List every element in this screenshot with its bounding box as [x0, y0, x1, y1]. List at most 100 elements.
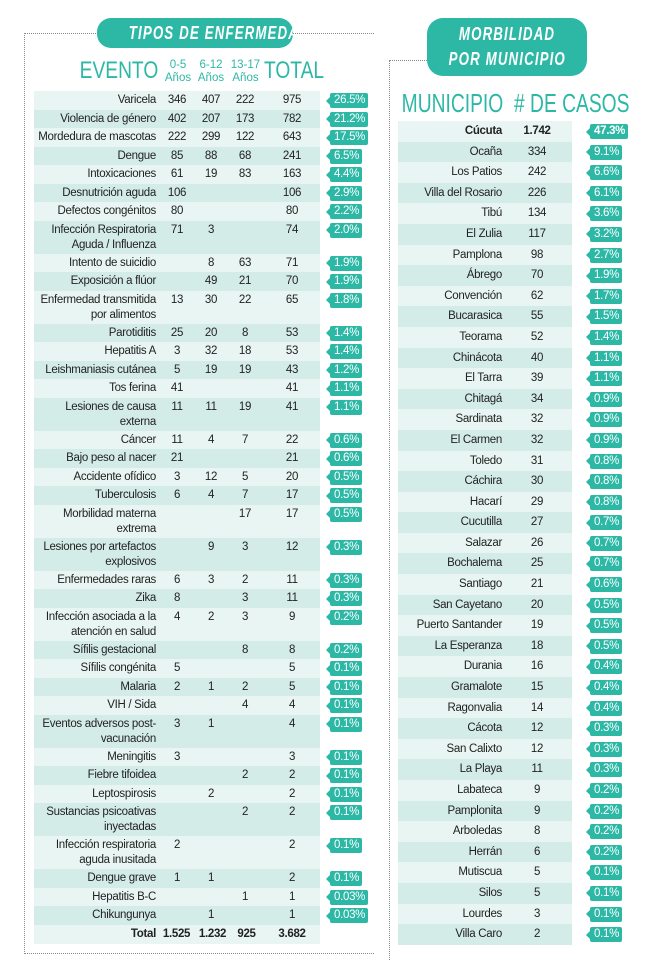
percent-badge: 2.9% [325, 185, 363, 201]
municipality-name: Salazar [465, 536, 502, 549]
total-value: 11 [286, 592, 298, 604]
age-6-12-value: 32 [204, 345, 218, 357]
event-label: Defectos congénitos [57, 204, 156, 219]
municipality-name: Convención [444, 289, 502, 302]
age-0-5-value: 25 [170, 326, 184, 339]
case-count: 52 [530, 330, 544, 343]
table-row: Mutiscua 5 0.1% [398, 862, 623, 883]
municipality-name: Villa del Rosario [424, 186, 502, 199]
event-label-line1: Dengue [117, 149, 157, 162]
percent-badge: 2.2% [325, 204, 363, 219]
age-6-12-value: 3 [207, 573, 215, 586]
percent-badge: 0.1% [585, 865, 623, 881]
percent-badge: 3.6% [585, 206, 623, 222]
table-row: Los Patios 242 6.6% [398, 162, 623, 183]
table-row: Bajo peso al nacer 21 21 0.6% [34, 449, 363, 468]
percent-badge: 0.5% [325, 488, 363, 503]
event-label-line1: Sustancias psicoativas [46, 806, 156, 818]
percent-badge: 0.7% [585, 556, 623, 572]
percent-badge: 6.1% [585, 185, 623, 201]
event-label-line1: Lesiones de causa [65, 400, 156, 413]
percent-badge: 1.2% [325, 362, 363, 378]
right-title-line1-text: MORBILIDAD [458, 24, 556, 44]
event-label-line1: Hepatitis A [104, 345, 156, 357]
municipality-name: Hacarí [469, 495, 502, 508]
total-label: Total [130, 927, 156, 940]
percent-badge: 0.3% [585, 721, 623, 737]
table-row: Parotiditis 25 20 8 53 1.4% [34, 323, 363, 342]
age-0-5-value: 3 [173, 717, 181, 730]
table-row: Enfermedades raras 6 3 2 11 0.3% [34, 570, 363, 589]
age-6-12-value: 3 [207, 223, 215, 236]
municipality-name: Lourdes [462, 907, 503, 920]
event-label: Fiebre tifoidea [88, 768, 157, 783]
case-count: 98 [530, 248, 544, 261]
age-0-5-value: 8 [173, 592, 181, 604]
event-label-line1: Tos ferina [109, 382, 156, 394]
percent-badge: 0.5% [325, 506, 363, 522]
table-row: Exposición a flúor 49 21 70 1.9% [34, 272, 363, 291]
event-label-line1: Enfermedad transmitida [40, 293, 157, 306]
table-row: Meningitis 3 3 0.1% [34, 747, 363, 766]
age-13-17-value: 19 [238, 363, 252, 376]
total-value: 43 [285, 363, 299, 376]
total-value: 70 [285, 275, 299, 287]
table-row: Pamplona 98 2.7% [398, 244, 623, 266]
total-value: 41 [285, 382, 299, 394]
municipality-name: Ragonvalia [447, 701, 502, 714]
total-value: 71 [285, 256, 299, 269]
table-row: Enfermedad transmitida por alimentos 13 30 2… [34, 290, 363, 324]
event-label: Infección respiratoria aguda inusitada [56, 838, 156, 868]
event-label-line1: Malaria [120, 680, 156, 693]
table-row: Tos ferina 41 41 1.1% [34, 379, 363, 398]
table-row: Zika 8 3 11 0.3% [34, 589, 363, 608]
event-label-line1: Parotiditis [108, 326, 157, 339]
age-0-5-value: 21 [170, 452, 184, 464]
percent-badge: 0.7% [585, 515, 623, 531]
case-count: 26 [530, 536, 544, 549]
percent-badge: 9.1% [585, 144, 623, 160]
header-0-5-b: Años [164, 72, 192, 84]
municipality-name: Cucutilla [460, 516, 503, 529]
event-label-line2: inyectadas [104, 821, 156, 833]
total-value: 643 [282, 131, 302, 143]
left-title: TIPOS DE ENFERMEDAD [97, 18, 293, 48]
header-casos: # DE CASOS [514, 88, 630, 118]
total-value: 2 [288, 769, 296, 781]
event-label: Parotiditis [108, 326, 157, 341]
table-row: La Esperanza 18 0.5% [398, 635, 623, 657]
event-label: Malaria [120, 680, 156, 695]
total-value: 5 [288, 662, 296, 674]
percent-badge: 0.2% [585, 783, 623, 798]
municipality-name: San Calixto [446, 742, 502, 755]
percent-badge: 0.8% [585, 453, 623, 469]
table-row: Silos 5 0.1% [398, 882, 623, 904]
right-title-line2: POR MUNICIPIO [427, 47, 587, 72]
percent-badge: 0.7% [585, 535, 623, 551]
municipality-name: Silos [478, 886, 503, 899]
age-6-12-value: 1 [207, 909, 215, 921]
total-value: 20 [285, 470, 299, 483]
table-row: Teorama 52 1.4% [398, 326, 623, 348]
municipality-name: Santiago [459, 578, 502, 591]
case-count: 32 [530, 413, 544, 426]
total-value: 9 [288, 610, 296, 623]
case-count: 20 [530, 598, 544, 611]
percent-badge: 0.9% [585, 412, 623, 428]
age-6-12-value: 11 [205, 400, 217, 413]
percent-badge: 0.3% [325, 572, 363, 588]
case-count: 21 [530, 578, 544, 591]
municipality-name: San Cayetano [432, 598, 503, 611]
percent-badge: 17.5% [325, 130, 369, 145]
age-13-17-value: 83 [238, 168, 252, 180]
event-label-line1: Infección Respiratoria [51, 223, 156, 236]
header-13-17-a: 13-17 [230, 59, 261, 71]
event-label-line1: Hepatitis B-C [92, 890, 156, 903]
event-label: Tos ferina [109, 381, 156, 396]
event-label: Sífilis congénita [81, 661, 157, 676]
header-total: TOTAL [263, 57, 325, 84]
total-value: 74 [285, 223, 299, 236]
case-count: 39 [530, 372, 544, 385]
event-label: Varicela [118, 93, 157, 108]
age-6-12-value: 1 [207, 717, 215, 730]
